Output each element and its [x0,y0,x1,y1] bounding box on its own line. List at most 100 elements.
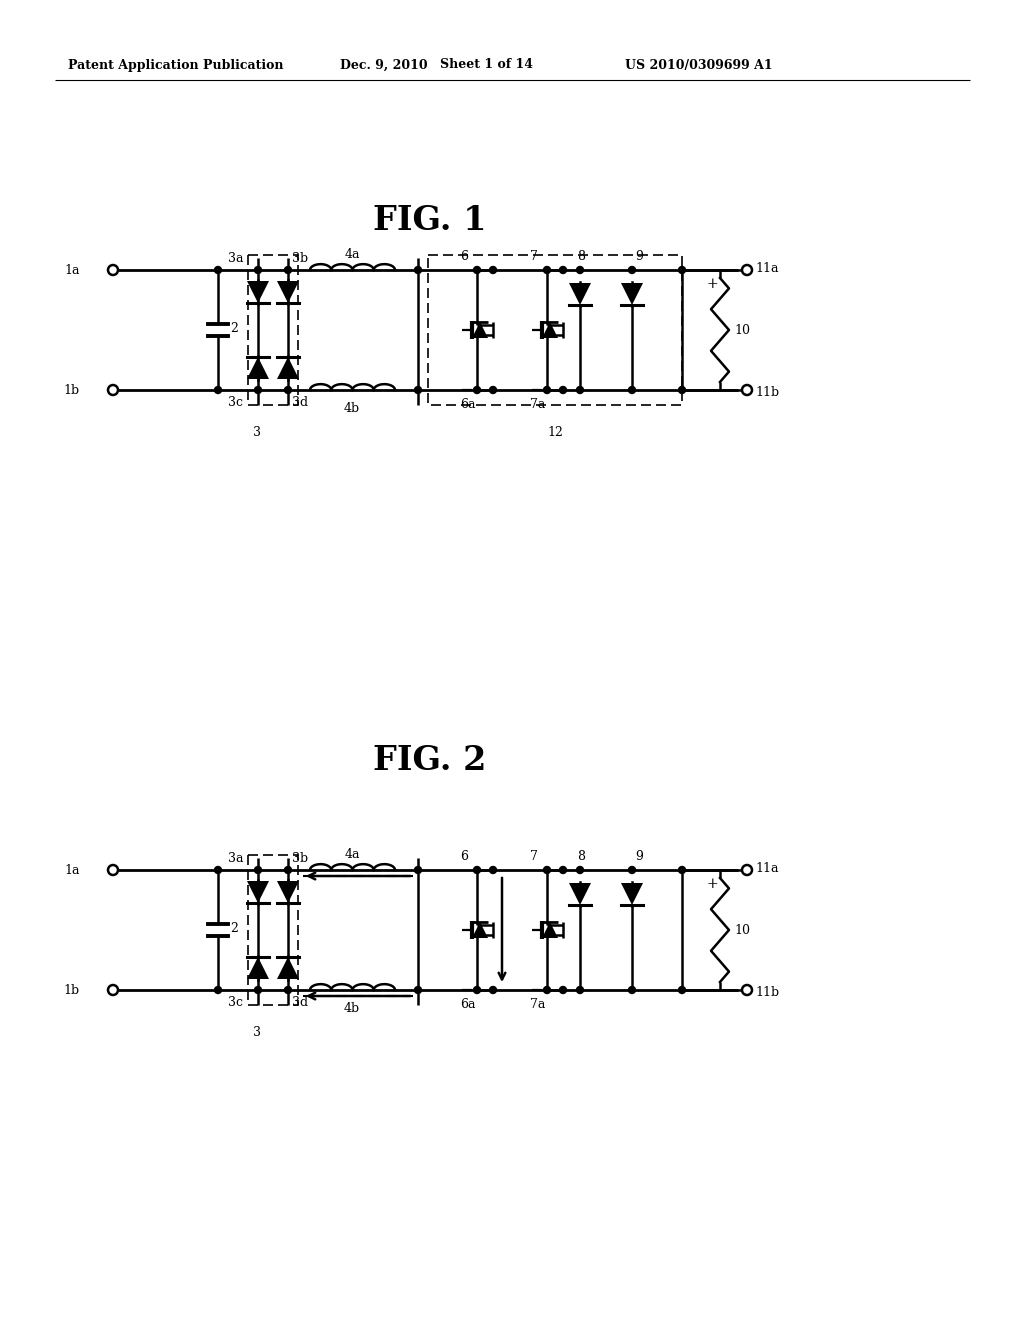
Circle shape [108,865,118,875]
Text: FIG. 2: FIG. 2 [374,743,486,776]
Circle shape [629,387,636,393]
Text: 3d: 3d [292,396,308,408]
Circle shape [214,986,221,994]
Circle shape [577,986,584,994]
Text: 11a: 11a [755,261,778,275]
Circle shape [742,265,752,275]
Polygon shape [247,880,269,903]
Polygon shape [569,883,591,906]
Circle shape [559,267,566,273]
Circle shape [489,866,497,874]
Circle shape [285,387,292,393]
Circle shape [544,986,551,994]
Text: 10: 10 [734,924,750,936]
Circle shape [629,267,636,273]
Text: 3b: 3b [292,851,308,865]
Circle shape [679,267,685,273]
Text: 6a: 6a [460,998,475,1011]
Text: 1a: 1a [65,264,80,276]
Polygon shape [278,957,299,979]
Circle shape [415,267,422,273]
Bar [248,855,298,1005]
Polygon shape [247,356,269,379]
Circle shape [559,387,566,393]
Text: 3a: 3a [228,252,244,264]
Circle shape [108,385,118,395]
Circle shape [629,866,636,874]
Text: 6: 6 [460,249,468,263]
Circle shape [285,986,292,994]
Text: 9: 9 [635,249,643,263]
Text: 4a: 4a [344,248,359,260]
Text: Sheet 1 of 14: Sheet 1 of 14 [440,58,534,71]
Circle shape [415,387,422,393]
Text: 2: 2 [230,921,238,935]
Text: 8: 8 [577,850,585,862]
Text: 4b: 4b [344,401,360,414]
Text: 12: 12 [547,425,563,438]
Circle shape [255,866,261,874]
Circle shape [679,387,685,393]
Circle shape [473,986,480,994]
Polygon shape [247,957,269,979]
Circle shape [577,267,584,273]
Circle shape [544,267,551,273]
Text: US 2010/0309699 A1: US 2010/0309699 A1 [625,58,773,71]
Text: 3c: 3c [228,995,243,1008]
Text: 3a: 3a [228,851,244,865]
Text: 3c: 3c [228,396,243,408]
Bar [428,255,682,405]
Circle shape [108,985,118,995]
Circle shape [577,866,584,874]
Circle shape [742,385,752,395]
Bar [248,255,298,405]
Circle shape [489,387,497,393]
Circle shape [544,866,551,874]
Circle shape [473,866,480,874]
Text: 8: 8 [577,249,585,263]
Text: 4a: 4a [344,847,359,861]
Polygon shape [278,281,299,304]
Polygon shape [247,281,269,304]
Circle shape [489,986,497,994]
Text: FIG. 1: FIG. 1 [374,203,486,236]
Text: 9: 9 [635,850,643,862]
Circle shape [742,865,752,875]
Circle shape [544,387,551,393]
Text: 11b: 11b [755,986,779,998]
Circle shape [255,986,261,994]
Circle shape [415,866,422,874]
Text: 7a: 7a [530,998,546,1011]
Circle shape [214,866,221,874]
Polygon shape [621,883,643,906]
Circle shape [415,986,422,994]
Polygon shape [278,880,299,903]
Text: 10: 10 [734,323,750,337]
Circle shape [255,387,261,393]
Circle shape [108,265,118,275]
Polygon shape [542,322,558,338]
Circle shape [559,986,566,994]
Text: 1b: 1b [63,983,80,997]
Circle shape [285,866,292,874]
Text: 3b: 3b [292,252,308,264]
Circle shape [489,267,497,273]
Text: Dec. 9, 2010: Dec. 9, 2010 [340,58,428,71]
Circle shape [285,267,292,273]
Circle shape [559,866,566,874]
Circle shape [629,986,636,994]
Text: 1a: 1a [65,863,80,876]
Text: 6: 6 [460,850,468,862]
Circle shape [473,387,480,393]
Polygon shape [569,282,591,305]
Circle shape [473,267,480,273]
Polygon shape [542,921,558,939]
Text: 3: 3 [253,425,261,438]
Text: 7: 7 [530,249,538,263]
Polygon shape [278,356,299,379]
Text: 4b: 4b [344,1002,360,1015]
Circle shape [679,866,685,874]
Polygon shape [472,322,488,338]
Circle shape [255,267,261,273]
Circle shape [214,387,221,393]
